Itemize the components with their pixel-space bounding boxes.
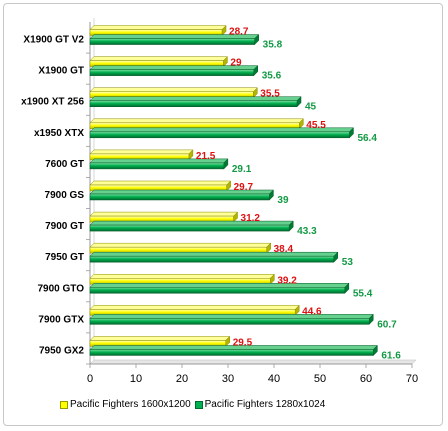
x-tick-label-4: 40 — [268, 373, 280, 385]
category-label-7: 7950 GT — [45, 252, 84, 263]
bar-series-2-0 — [89, 38, 255, 45]
bar-series-2-8-top — [89, 283, 350, 288]
data-label-series-1-5: 29.7 — [234, 182, 254, 193]
bar-series-1-4-top — [89, 149, 194, 155]
bar-series-2-3 — [89, 131, 350, 139]
bar-series-2-10 — [89, 349, 374, 356]
x-tick-label-3: 30 — [222, 373, 234, 385]
x-tick-label-5: 50 — [314, 373, 326, 385]
bar-series-1-0-top — [89, 25, 227, 30]
data-label-series-1-1: 29 — [230, 58, 242, 69]
category-label-0: X1900 GT V2 — [23, 35, 84, 46]
x-tick-label-1: 10 — [130, 373, 142, 385]
data-label-series-1-3: 45.5 — [306, 120, 326, 131]
bar-series-2-1 — [89, 69, 255, 76]
data-label-series-2-5: 39 — [277, 195, 289, 206]
bar-series-1-9-top — [89, 305, 300, 310]
category-label-10: 7950 GX2 — [39, 345, 84, 356]
category-label-5: 7900 GS — [45, 190, 85, 201]
legend-item-series-1: Pacific Fighters 1600x1200 — [60, 399, 191, 410]
data-label-series-2-3: 56.4 — [357, 133, 377, 144]
data-label-series-1-2: 35.5 — [260, 89, 280, 100]
bar-series-2-8 — [89, 287, 346, 294]
data-label-series-2-9: 60.7 — [377, 319, 397, 330]
bar-series-1-5-top — [89, 180, 232, 186]
data-label-series-2-4: 29.1 — [232, 164, 252, 175]
data-label-series-2-0: 35.8 — [263, 40, 283, 51]
legend-item-series-2: Pacific Fighters 1280x1024 — [194, 399, 326, 410]
legend-label-series-1: Pacific Fighters 1600x1200 — [70, 399, 191, 410]
x-tick-label-2: 20 — [176, 373, 188, 385]
legend-swatch-yellow — [60, 400, 68, 409]
data-label-series-1-0: 28.7 — [229, 27, 249, 38]
bar-series-1-10-top — [89, 336, 231, 341]
x-tick-label-7: 70 — [406, 373, 418, 385]
bar-series-1-8-top — [89, 274, 275, 279]
legend: Pacific Fighters 1600x1200 Pacific Fight… — [60, 399, 400, 410]
bar-series-2-4 — [89, 162, 225, 170]
data-label-series-1-4: 21.5 — [196, 151, 216, 162]
category-label-8: 7900 GTO — [37, 283, 84, 294]
data-label-series-2-7: 53 — [342, 257, 354, 268]
category-label-2: x1900 XT 256 — [21, 97, 84, 108]
bar-series-1-2-top — [89, 87, 258, 92]
x-tick-label-0: 0 — [87, 373, 93, 385]
legend-swatch-green — [194, 400, 203, 409]
bar-series-2-7-top — [89, 251, 339, 257]
category-label-3: x1950 XTX — [34, 128, 84, 139]
bar-series-2-9-top — [89, 314, 374, 319]
category-label-6: 7900 GT — [45, 221, 84, 232]
data-label-series-1-7: 38.4 — [274, 244, 294, 255]
category-label-9: 7900 GTX — [38, 314, 84, 325]
bar-series-2-6-top — [89, 220, 294, 226]
bar-series-2-2 — [89, 100, 298, 107]
bar-series-1-3-top — [89, 118, 304, 124]
bar-series-1-6-top — [89, 211, 239, 217]
data-label-series-2-10: 61.6 — [381, 350, 401, 361]
bar-series-1-7-top — [89, 242, 272, 248]
bar-series-2-6 — [89, 224, 290, 232]
bar-series-2-5 — [89, 193, 270, 201]
x-tick-label-6: 60 — [360, 373, 372, 385]
bar-series-2-7 — [89, 255, 335, 263]
data-label-series-1-9: 44.6 — [302, 306, 322, 317]
bar-series-1-1-top — [89, 56, 229, 61]
data-label-series-1-8: 39.2 — [277, 275, 297, 286]
data-label-series-1-10: 29.5 — [233, 337, 253, 348]
data-label-series-2-8: 55.4 — [353, 288, 373, 299]
data-label-series-1-6: 31.2 — [241, 213, 261, 224]
chart-floor — [89, 359, 417, 365]
data-label-series-2-1: 35.6 — [262, 71, 282, 82]
data-label-series-2-6: 43.3 — [297, 226, 317, 237]
bar-series-2-9 — [89, 318, 370, 325]
legend-label-series-2: Pacific Fighters 1280x1024 — [204, 399, 326, 410]
data-label-series-2-2: 45 — [305, 102, 317, 113]
category-label-1: X1900 GT — [38, 66, 84, 77]
category-label-4: 7600 GT — [45, 159, 84, 170]
